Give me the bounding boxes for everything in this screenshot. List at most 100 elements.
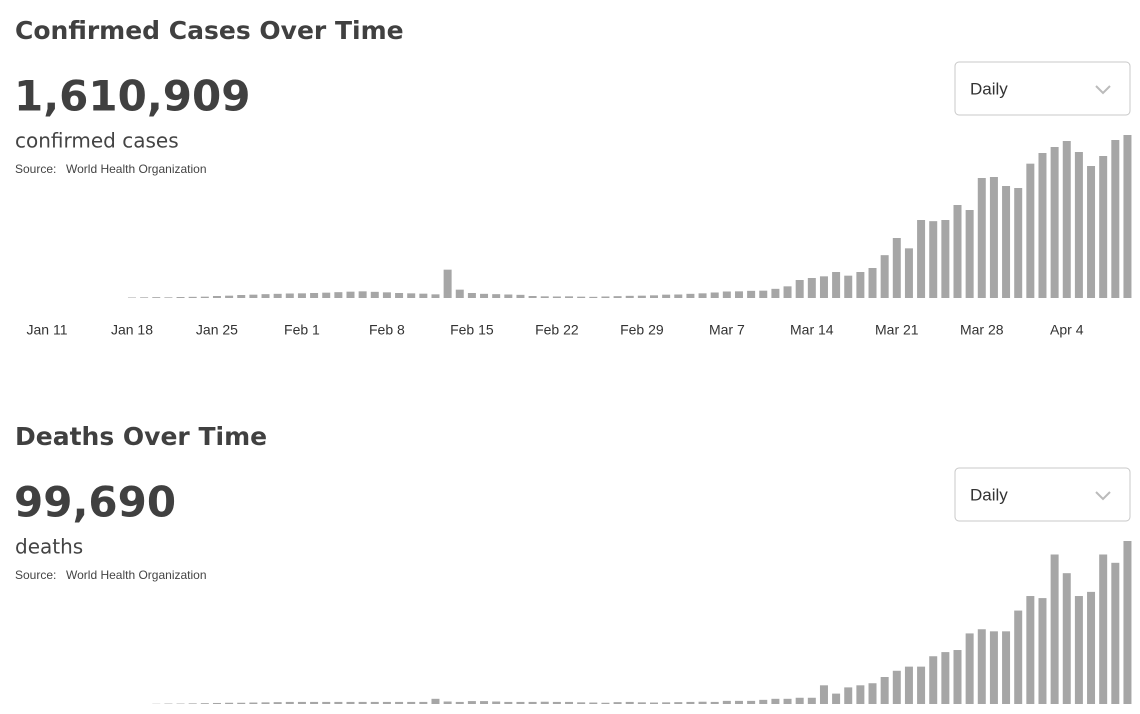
bar	[1014, 610, 1023, 704]
bar	[1062, 141, 1071, 298]
bar	[431, 294, 440, 298]
chart-panel: Deaths Over Time 99,690 deaths Source: World…	[14, 422, 1132, 704]
bar	[504, 701, 513, 704]
bar	[188, 296, 197, 298]
bar	[370, 701, 379, 704]
x-tick-label: Feb 22	[535, 322, 579, 338]
bar	[1038, 153, 1047, 298]
bar	[650, 295, 658, 298]
total-label: deaths	[15, 535, 83, 559]
bar	[467, 293, 476, 298]
bar	[771, 288, 780, 298]
bar	[856, 272, 865, 298]
bar	[868, 683, 877, 704]
chart-title: Confirmed Cases Over Time	[15, 16, 404, 45]
period-dropdown[interactable]: Daily	[954, 61, 1131, 116]
dropdown-value: Daily	[970, 485, 1008, 504]
bar	[1062, 573, 1071, 704]
bar	[929, 221, 938, 298]
bar	[285, 701, 294, 704]
bar	[783, 698, 792, 704]
bar	[1099, 156, 1108, 298]
bar	[953, 650, 962, 704]
bar	[929, 656, 938, 704]
bar	[783, 286, 792, 298]
dropdown-box[interactable]	[954, 467, 1131, 522]
bar	[480, 701, 489, 704]
bar	[1002, 631, 1011, 704]
bar	[188, 703, 197, 704]
bar	[807, 697, 816, 704]
bar	[237, 295, 246, 298]
bar	[1074, 152, 1083, 298]
bar	[868, 268, 877, 298]
total-count: 1,610,909	[14, 72, 250, 121]
bar	[795, 697, 804, 704]
bar	[237, 702, 246, 704]
bar	[917, 220, 926, 298]
bar	[334, 292, 343, 298]
bar	[989, 631, 998, 704]
bar	[528, 296, 537, 298]
bar	[212, 702, 221, 704]
bar	[261, 702, 270, 704]
bar	[1099, 554, 1108, 704]
bar	[601, 296, 610, 298]
bar	[819, 685, 828, 704]
dropdown-box[interactable]	[954, 61, 1131, 116]
bar	[747, 700, 756, 704]
bar	[832, 272, 841, 298]
bar	[637, 295, 646, 298]
bar	[734, 700, 743, 704]
bar	[1123, 541, 1132, 704]
bar	[674, 294, 683, 298]
bar	[1087, 166, 1096, 298]
x-tick-label: Jan 11	[27, 322, 68, 338]
bar	[856, 685, 865, 704]
bar	[140, 297, 149, 298]
bar	[346, 291, 355, 298]
bar	[977, 629, 986, 704]
bar	[310, 293, 319, 298]
bar	[589, 296, 598, 298]
bar	[212, 296, 221, 298]
bar	[565, 296, 574, 298]
bar	[200, 703, 209, 704]
bar	[771, 698, 780, 704]
bar	[565, 701, 574, 704]
bar	[285, 293, 294, 298]
bar	[419, 701, 428, 704]
bar	[455, 701, 464, 704]
bar	[540, 296, 549, 298]
bar	[516, 701, 525, 704]
bar	[722, 700, 731, 704]
bar	[844, 687, 853, 704]
bar	[540, 701, 549, 704]
period-dropdown[interactable]: Daily	[954, 467, 1131, 522]
bar	[382, 292, 391, 298]
bar	[1111, 562, 1120, 704]
bar	[395, 293, 404, 298]
bar	[722, 291, 731, 298]
bar	[552, 701, 561, 704]
bar	[1026, 596, 1035, 704]
bar	[625, 295, 634, 298]
bar	[832, 693, 841, 704]
x-tick-label: Feb 29	[620, 322, 664, 338]
bar	[577, 296, 586, 298]
total-label: confirmed cases	[15, 129, 179, 153]
bar	[334, 701, 343, 704]
bar	[941, 220, 950, 298]
bar	[844, 275, 853, 298]
bar	[710, 292, 719, 298]
bar	[880, 255, 889, 298]
bar	[467, 701, 476, 704]
bar	[759, 699, 768, 704]
x-tick-label: Mar 14	[790, 322, 834, 338]
bar	[965, 633, 974, 704]
total-count: 99,690	[14, 478, 176, 527]
bar	[1123, 135, 1132, 298]
bar	[443, 269, 452, 298]
bar	[698, 701, 707, 704]
x-tick-label: Feb 1	[284, 322, 320, 338]
